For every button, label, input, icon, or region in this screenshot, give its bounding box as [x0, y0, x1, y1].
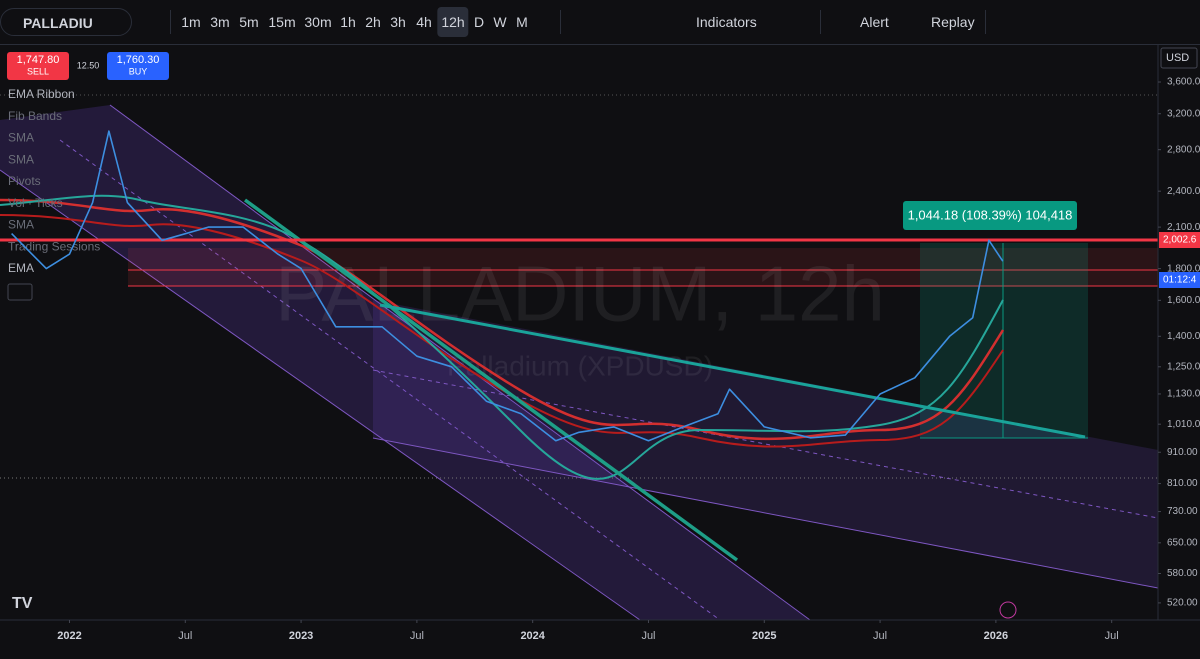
y-tick-label: 910.00	[1167, 447, 1198, 458]
spread: 12.50	[77, 60, 100, 70]
y-tick-label: 730.00	[1167, 506, 1198, 517]
y-tick-label: 650.00	[1167, 537, 1198, 548]
x-tick-label: 2026	[984, 630, 1008, 642]
legend-item: Trading Sessions	[8, 239, 100, 253]
ema-ribbon	[0, 198, 1005, 441]
timeframe-button[interactable]: D	[473, 14, 485, 30]
x-tick-label: 2022	[57, 630, 81, 642]
dynamic-layer: EMA Ribbon Fib Bands SMA SMA Pivots Vol · Tic…	[8, 77, 1200, 642]
y-tick-label: 2,800.00	[1167, 144, 1200, 155]
countdown-tag	[1159, 272, 1200, 288]
y-tick-label: 3,200.00	[1167, 108, 1200, 119]
y-tick-label: 810.00	[1167, 478, 1198, 489]
currency-box	[1160, 47, 1198, 69]
channel-mid	[59, 139, 721, 621]
y-tick-label: 2,100.00	[1167, 222, 1200, 233]
legend-item: EMA Ribbon	[8, 87, 75, 101]
channel-line	[109, 104, 811, 621]
x-tick-label: 2025	[752, 630, 776, 642]
y-tick-label: 1,600.00	[1167, 295, 1200, 306]
sell-button[interactable]	[7, 52, 69, 80]
timeframe-button[interactable]: 12h	[437, 7, 469, 37]
countdown: 01:12:4	[1163, 275, 1197, 286]
y-tick-label: 1,250.00	[1167, 361, 1200, 372]
last-price-tag	[1159, 232, 1200, 248]
x-tick-label: Jul	[1105, 630, 1119, 642]
timeframe-button[interactable]: 3h	[390, 14, 406, 30]
x-tick-label: Jul	[873, 630, 887, 642]
timeframe-button[interactable]: 5m	[239, 14, 259, 30]
timeframe-button[interactable]: 3m	[210, 14, 230, 30]
timeframe-button[interactable]: 4h	[416, 14, 432, 30]
buy-label[interactable]: BUY	[129, 66, 148, 76]
logo: TV	[12, 595, 33, 612]
trend-line	[379, 303, 1086, 439]
channel-mid	[372, 369, 1159, 519]
legend-item: Fib Bands	[8, 109, 62, 123]
currency: USD	[1166, 52, 1189, 64]
price-line	[11, 130, 1004, 442]
channel-line	[0, 169, 641, 621]
timeframe-button[interactable]: W	[493, 14, 507, 30]
price-axis	[1158, 44, 1200, 659]
legend-item: Pivots	[8, 174, 41, 188]
y-tick-label: 1,130.00	[1167, 389, 1200, 400]
legend-item: SMA	[8, 218, 34, 232]
x-tick-label: Jul	[178, 630, 192, 642]
trend-line	[243, 198, 739, 562]
indicators-button[interactable]: Indicators	[696, 14, 757, 30]
y-tick-label: 3,600.00	[1167, 77, 1200, 88]
y-tick-label: 2,400.00	[1167, 186, 1200, 197]
timeframe-button[interactable]: 15m	[268, 14, 296, 30]
symbol-search[interactable]: PALLADIU	[0, 8, 132, 36]
buy-button[interactable]	[107, 52, 169, 80]
channel-line	[372, 437, 1159, 589]
y-tick-label: 1,010.00	[1167, 419, 1200, 430]
timeframe-button[interactable]: 2h	[365, 14, 381, 30]
x-tick-label: 2023	[289, 630, 313, 642]
watermark-subtitle: Palladium (XPDUSD)	[447, 350, 713, 381]
y-tick-label: 1,400.00	[1167, 331, 1200, 342]
y-tick-label: 1,800.00	[1167, 263, 1200, 274]
buy-price[interactable]: 1,760.30	[117, 54, 160, 66]
watermark-title: PALLADIUM, 12h	[275, 250, 885, 338]
legend-item: EMA	[8, 261, 34, 275]
separator	[560, 10, 561, 34]
alert-button[interactable]: Alert	[860, 14, 889, 30]
timeframe-button[interactable]: 1h	[340, 14, 356, 30]
toolbar: PALLADIU Indicators Alert Replay 1m 3m 5m 1…	[0, 0, 1200, 45]
separator	[985, 10, 986, 34]
sell-price[interactable]: 1,747.80	[17, 54, 60, 66]
separator	[820, 10, 821, 34]
sell-label[interactable]: SELL	[27, 66, 49, 76]
measure-label-box	[903, 201, 1077, 230]
x-tick-label: Jul	[641, 630, 655, 642]
legend-item: Vol · Ticks	[8, 196, 63, 210]
x-tick-label: 2024	[520, 630, 545, 642]
y-tick-label: 520.00	[1167, 598, 1198, 609]
y-tick-label: 580.00	[1167, 568, 1198, 579]
channel-fill	[373, 300, 1158, 588]
ema-ribbon	[0, 194, 1004, 480]
event-icon[interactable]	[999, 601, 1017, 619]
measure-label: 1,044.18 (108.39%) 104,418	[908, 207, 1073, 222]
timeframe-button[interactable]: 30m	[304, 14, 332, 30]
timeframe-button[interactable]: 1m	[181, 14, 201, 30]
replay-button[interactable]: Replay	[931, 14, 975, 30]
timeframe-button[interactable]: M	[516, 14, 528, 30]
legend-item: SMA	[8, 152, 34, 166]
last-price: 2,002.6	[1163, 235, 1197, 246]
separator	[170, 10, 171, 34]
legend-item: SMA	[8, 131, 34, 145]
collapse-button[interactable]	[7, 283, 33, 301]
x-tick-label: Jul	[410, 630, 424, 642]
channel-fill	[0, 105, 810, 620]
